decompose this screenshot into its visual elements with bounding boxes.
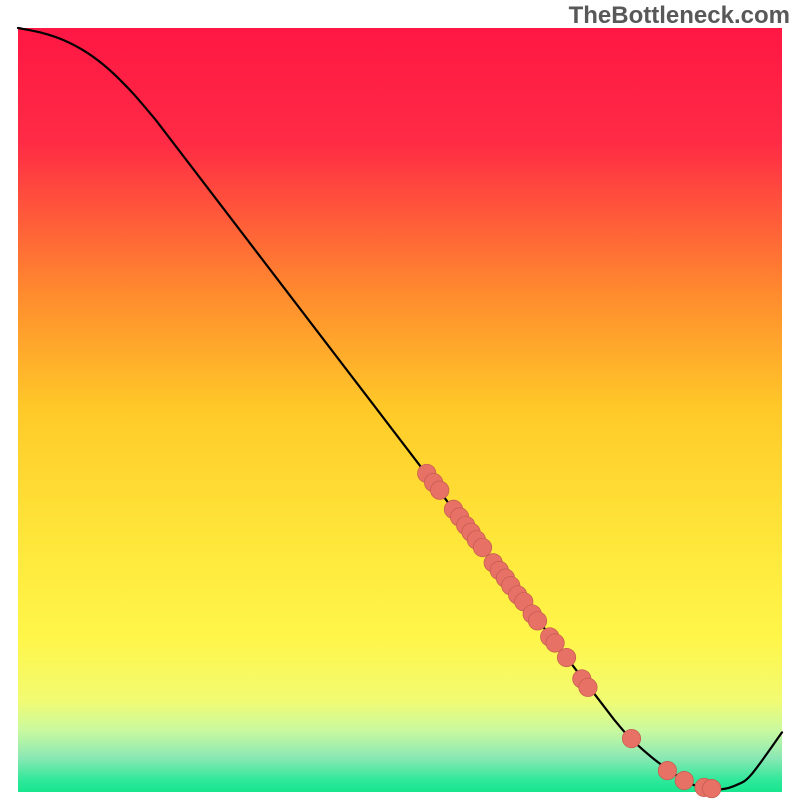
curve-marker — [557, 648, 575, 666]
watermark-label: TheBottleneck.com — [569, 2, 790, 30]
curve-marker — [473, 538, 491, 556]
curve-marker — [658, 761, 676, 779]
plot-background-gradient — [18, 28, 782, 792]
bottleneck-chart — [0, 0, 800, 800]
curve-marker — [703, 779, 721, 797]
curve-marker — [579, 678, 597, 696]
curve-marker — [622, 729, 640, 747]
curve-marker — [675, 771, 693, 789]
curve-marker — [431, 481, 449, 499]
curve-marker — [528, 612, 546, 630]
